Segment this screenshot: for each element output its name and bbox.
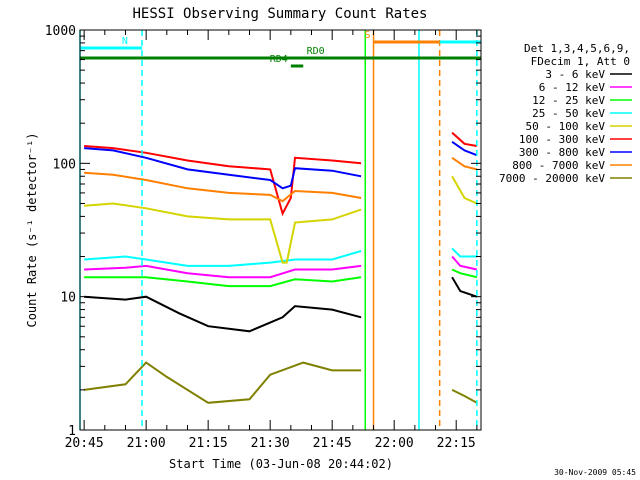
flag-label-2: S — [364, 30, 370, 41]
flag-label-3: RD0 — [307, 46, 325, 57]
series-line-8-b — [451, 389, 478, 404]
series-line-3-b — [451, 247, 477, 258]
legend-header-line-1: Det 1,3,4,5,6,9, — [524, 42, 630, 55]
series-line-7-b — [451, 156, 478, 171]
x-axis-label: Start Time (03-Jun-08 20:44:02) — [169, 457, 393, 471]
chart-title: HESSI Observing Summary Count Rates — [132, 6, 427, 22]
legend-label-7: 800 - 7000 keV — [512, 159, 605, 172]
axis-layer: 1 10 100 1000 20:45 21:00 21:15 21:30 21:45 22:00… — [45, 24, 481, 451]
y-tick-label-3: 1000 — [45, 24, 76, 39]
series-line-5-b — [451, 131, 478, 147]
legend-header-line-2: FDecim 1, Att 0 — [531, 55, 630, 68]
x-tick-label-5: 22:00 — [375, 436, 414, 451]
x-tick-label-1: 21:00 — [127, 436, 166, 451]
flag-label-4: RD4 — [270, 54, 288, 65]
series-layer — [83, 131, 478, 404]
series-line-4-a — [84, 202, 362, 264]
x-tick-label-0: 20:45 — [65, 436, 104, 451]
y-tick-label-1: 10 — [60, 291, 76, 306]
series-line-4-b — [451, 175, 478, 205]
x-tick-label-2: 21:15 — [189, 436, 228, 451]
series-line-1-a — [84, 264, 362, 279]
series-line-0-a — [84, 295, 362, 333]
flag-label-0: N — [122, 36, 128, 47]
legend-label-8: 7000 - 20000 keV — [499, 172, 605, 185]
x-tick-label-4: 21:45 — [313, 436, 352, 451]
x-tick-label-3: 21:30 — [251, 436, 290, 451]
x-tick-label-6: 22:15 — [437, 436, 476, 451]
series-line-1-b — [451, 255, 478, 271]
y-axis-label: Count Rate (s⁻¹ detector⁻¹) — [25, 132, 39, 327]
legend-label-4: 50 - 100 keV — [526, 120, 606, 133]
series-line-2-b — [451, 268, 478, 279]
series-line-3-a — [84, 250, 362, 267]
series-line-2-a — [84, 276, 362, 288]
plot-frame — [79, 29, 482, 431]
flag-bars-layer: N S RD0 RD4 — [80, 30, 481, 68]
y-tick-label-2: 100 — [53, 157, 76, 172]
series-line-5-a — [84, 145, 362, 217]
legend-label-5: 100 - 300 keV — [519, 133, 605, 146]
series-line-7-a — [84, 171, 362, 203]
legend-label-6: 300 - 800 keV — [519, 146, 605, 159]
legend-label-2: 12 - 25 keV — [532, 94, 605, 107]
footer-timestamp: 30-Nov-2009 05:45 — [554, 468, 636, 477]
series-line-0-b — [451, 276, 478, 298]
legend-label-0: 3 - 6 keV — [545, 68, 605, 81]
series-line-8-a — [83, 361, 362, 404]
legend-label-3: 25 - 50 keV — [532, 107, 605, 120]
y-tick-label-0: 1 — [68, 424, 76, 439]
series-line-6-b — [451, 140, 478, 157]
series-line-6-a — [84, 147, 362, 190]
legend: Det 1,3,4,5,6,9, FDecim 1, Att 0 3 - 6 k… — [499, 42, 632, 185]
legend-label-1: 6 - 12 keV — [539, 81, 606, 94]
